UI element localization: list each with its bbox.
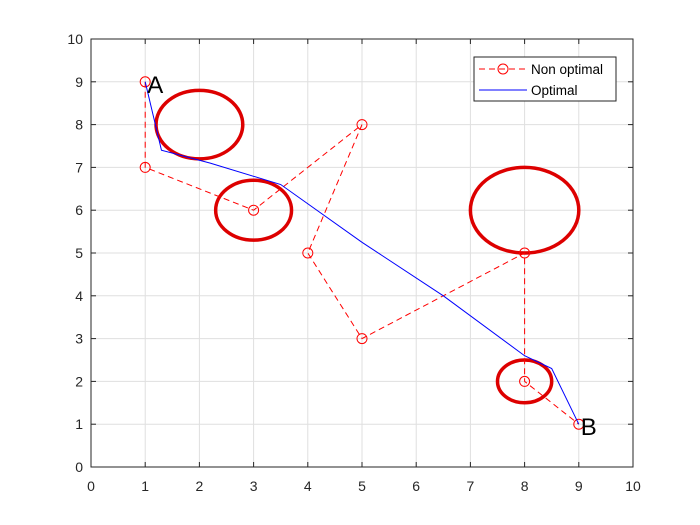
y-tick-label-6: 6 [75, 202, 83, 218]
y-tick-label-5: 5 [75, 245, 83, 261]
series-point-0-4 [302, 247, 314, 259]
legend: Non optimal Optimal [473, 56, 617, 102]
y-tick-label-7: 7 [75, 159, 83, 175]
point-labels: AB [147, 72, 597, 441]
x-tick-label-1: 1 [141, 478, 149, 494]
x-tick-label-6: 6 [412, 478, 420, 494]
x-tick-label-7: 7 [467, 478, 475, 494]
x-tick-label-3: 3 [250, 478, 258, 494]
obstacle-circle-1 [213, 178, 294, 242]
legend-label-non-optimal: Non optimal [531, 62, 603, 77]
y-tick-label-8: 8 [75, 117, 83, 133]
y-tick-label-9: 9 [75, 74, 83, 90]
legend-marker-non-optimal [497, 63, 509, 75]
series-line-optimal [144, 81, 580, 425]
legend-box [473, 56, 617, 102]
y-tick-label-2: 2 [75, 373, 83, 389]
y-tick-label-4: 4 [75, 288, 83, 304]
point-label-a: A [147, 72, 163, 99]
y-tick-label-0: 0 [75, 459, 83, 475]
series-point-0-6 [519, 247, 531, 259]
x-tick-label-10: 10 [625, 478, 641, 494]
series-point-0-2 [248, 204, 260, 216]
series-line-non-optimal [144, 81, 580, 425]
x-tick-label-8: 8 [521, 478, 529, 494]
y-tick-label-3: 3 [75, 331, 83, 347]
series-point-0-1 [139, 161, 151, 173]
obstacles [154, 88, 581, 405]
series-point-0-7 [519, 375, 531, 387]
series-point-0-5 [356, 333, 368, 345]
x-tick-label-4: 4 [304, 478, 312, 494]
series-point-0-8 [573, 418, 585, 430]
y-tick-label-1: 1 [75, 416, 83, 432]
series-layer [139, 76, 585, 430]
x-tick-label-9: 9 [575, 478, 583, 494]
obstacle-circle-0 [154, 88, 245, 161]
x-tick-label-2: 2 [196, 478, 204, 494]
y-tick-label-10: 10 [67, 31, 83, 47]
legend-label-optimal: Optimal [531, 83, 578, 98]
x-tick-label-0: 0 [87, 478, 95, 494]
ticks: 0 1 2 3 4 5 6 7 8 9 10 0 1 2 3 4 5 6 7 8 9 10 [67, 31, 641, 494]
series-point-0-3 [356, 119, 368, 131]
series-point-0-0 [139, 76, 151, 88]
x-tick-label-5: 5 [358, 478, 366, 494]
point-label-b: B [581, 414, 597, 441]
